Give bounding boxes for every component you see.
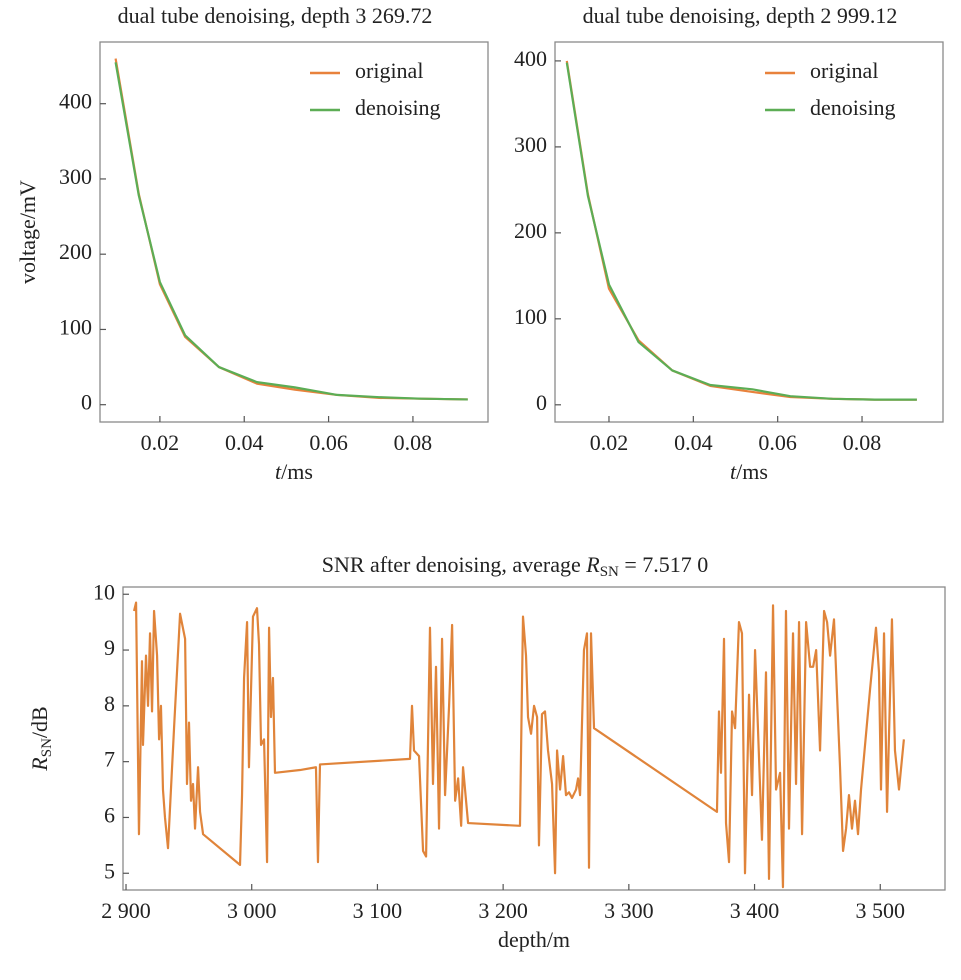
plot-frame xyxy=(554,41,944,423)
legend-label: original xyxy=(810,58,878,83)
x-tick-label: 0.04 xyxy=(225,430,264,455)
x-tick-label: 3 400 xyxy=(730,898,780,923)
x-tick-label: 0.04 xyxy=(674,430,713,455)
y-axis-label: RSN/dB xyxy=(27,706,55,771)
x-tick-label: 3 300 xyxy=(604,898,654,923)
label-part: SN xyxy=(600,564,619,580)
y-tick-label: 300 xyxy=(59,164,92,189)
y-tick-label: 400 xyxy=(59,89,92,114)
x-tick-label: 0.02 xyxy=(141,430,180,455)
plot-frame xyxy=(122,586,946,891)
y-tick-label: 0 xyxy=(536,390,547,415)
x-tick-label: 2 900 xyxy=(101,898,151,923)
label-part: R xyxy=(585,552,600,577)
y-tick-label: 9 xyxy=(104,635,115,660)
x-tick-label: 0.08 xyxy=(394,430,433,455)
label-part: /dB xyxy=(27,706,52,738)
x-tick-label: 3 000 xyxy=(227,898,277,923)
x-tick-label: 0.06 xyxy=(309,430,348,455)
y-tick-label: 7 xyxy=(104,747,115,772)
x-tick-label: 0.02 xyxy=(590,430,629,455)
chart-title: dual tube denoising, depth 2 999.12 xyxy=(583,3,898,28)
chart-title: SNR after denoising, average RSN = 7.517… xyxy=(322,552,709,580)
y-tick-label: 5 xyxy=(104,858,115,883)
y-tick-label: 400 xyxy=(514,46,547,71)
chart-title: dual tube denoising, depth 3 269.72 xyxy=(118,3,433,28)
legend-label: denoising xyxy=(355,95,441,120)
y-tick-label: 100 xyxy=(59,314,92,339)
plot-frame xyxy=(99,41,489,423)
x-tick-label: 0.06 xyxy=(758,430,797,455)
x-tick-label: 3 200 xyxy=(478,898,528,923)
x-tick-label: 0.08 xyxy=(843,430,882,455)
x-axis-label: depth/m xyxy=(498,927,570,952)
data-line xyxy=(132,601,905,889)
label-part: t xyxy=(730,459,737,484)
x-axis-label: t/ms xyxy=(275,459,313,484)
y-tick-label: 6 xyxy=(104,803,115,828)
label-part: /ms xyxy=(281,459,313,484)
label-part: = 7.517 0 xyxy=(619,552,708,577)
data-line xyxy=(114,62,468,401)
label-part: t xyxy=(275,459,282,484)
data-line xyxy=(565,62,917,401)
y-tick-label: 8 xyxy=(104,691,115,716)
y-tick-label: 10 xyxy=(93,579,115,604)
legend-label: original xyxy=(355,58,423,83)
label-part: R xyxy=(27,757,52,772)
y-tick-label: 0 xyxy=(81,390,92,415)
y-tick-label: 200 xyxy=(59,239,92,264)
label-part: SNR after denoising, average xyxy=(322,552,587,577)
x-tick-label: 3 100 xyxy=(353,898,403,923)
y-tick-label: 300 xyxy=(514,132,547,157)
y-tick-label: 200 xyxy=(514,218,547,243)
label-part: SN xyxy=(39,738,55,757)
y-tick-label: 100 xyxy=(514,304,547,329)
legend-label: denoising xyxy=(810,95,896,120)
y-axis-label: voltage/mV xyxy=(15,180,40,284)
x-axis-label: t/ms xyxy=(730,459,768,484)
x-tick-label: 3 500 xyxy=(856,898,906,923)
label-part: /ms xyxy=(736,459,768,484)
